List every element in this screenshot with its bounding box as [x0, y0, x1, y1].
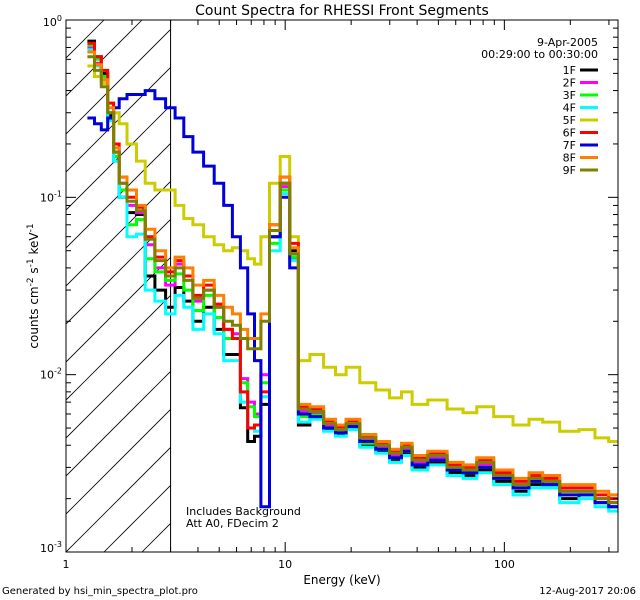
y-label-kev: keV	[27, 232, 41, 259]
y-label-main: counts cm	[27, 286, 41, 348]
y-tick-label: 10-3	[40, 540, 62, 555]
y-tick-base: 10	[40, 542, 54, 555]
y-tick-label: 10-1	[40, 189, 62, 204]
time-range-label: 00:29:00 to 00:30:00	[481, 48, 598, 61]
legend-label-4F: 4F	[563, 102, 576, 115]
hatch-line	[66, 408, 171, 515]
hatch-line	[66, 370, 171, 477]
y-tick-exp: -3	[54, 540, 62, 549]
series-7F-line	[87, 89, 618, 509]
y-tick-exp: -1	[54, 189, 62, 198]
y-tick-exp: 0	[57, 14, 62, 23]
x-axis-label: Energy (keV)	[303, 573, 380, 587]
series-4F-line	[87, 48, 618, 513]
plot-frame	[65, 19, 619, 553]
footer-generator: Generated by hsi_min_spectra_plot.pro	[2, 586, 198, 597]
hatch-line	[66, 20, 105, 59]
annotation-attenuator: Att A0, FDecim 2	[186, 517, 279, 530]
legend-label-6F: 6F	[563, 127, 576, 140]
footer-timestamp: 12-Aug-2017 20:06	[539, 586, 636, 597]
series-group	[87, 39, 618, 513]
x-tick-label: 100	[494, 558, 515, 571]
chart-title: Count Spectra for RHESSI Front Segments	[195, 3, 489, 19]
y-label-exp2: -1	[26, 258, 36, 267]
hatch-line	[66, 218, 171, 325]
y-tick-label: 100	[43, 14, 62, 29]
annotation-background: Includes Background	[186, 505, 301, 518]
axis-ticks	[65, 19, 618, 553]
x-tick-label: 1	[63, 558, 70, 571]
x-tick-labels: 1 10 100	[63, 558, 515, 571]
y-tick-label: 10-2	[40, 367, 62, 382]
series-1F-line	[87, 39, 618, 509]
hatch-line	[66, 66, 171, 173]
y-tick-base: 10	[43, 16, 57, 29]
hatch-line	[66, 142, 171, 249]
y-tick-base: 10	[40, 369, 54, 382]
series-9F-line	[87, 55, 618, 505]
legend-label-9F: 9F	[563, 164, 576, 177]
legend-label-3F: 3F	[563, 89, 576, 102]
hatch-line	[66, 294, 171, 401]
hatch-line	[66, 28, 171, 135]
hatch-line	[66, 446, 171, 552]
legend-label-2F: 2F	[563, 77, 576, 90]
hatch-line	[66, 256, 171, 363]
y-axis-label: counts cm-2 s-1 keV-1	[26, 223, 41, 348]
y-label-exp3: -1	[26, 223, 36, 232]
y-label-seconds: s	[27, 267, 41, 277]
legend-label-7F: 7F	[563, 139, 576, 152]
legend-label-8F: 8F	[563, 152, 576, 165]
date-label: 9-Apr-2005	[537, 36, 598, 49]
x-tick-label: 10	[278, 558, 292, 571]
y-tick-base: 10	[40, 191, 54, 204]
y-label-exp1: -2	[26, 277, 36, 286]
series-5F-line	[87, 64, 618, 443]
hatch-line	[66, 332, 171, 439]
legend-label-5F: 5F	[563, 114, 576, 127]
legend-label-1F: 1F	[563, 64, 576, 77]
y-tick-exp: -2	[54, 367, 62, 376]
